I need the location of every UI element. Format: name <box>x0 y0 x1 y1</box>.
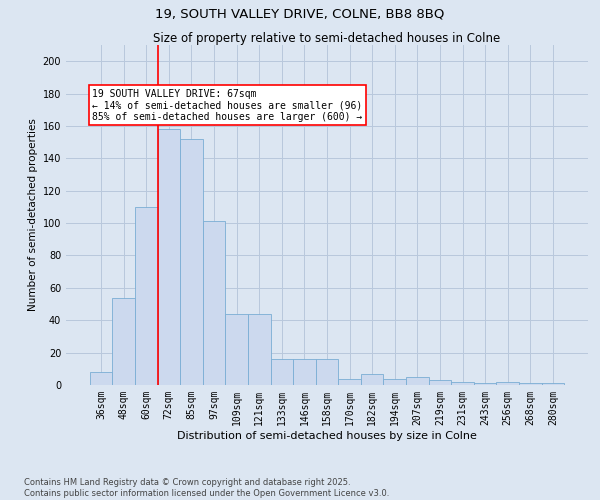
Bar <box>451 382 474 385</box>
Bar <box>203 222 226 385</box>
Bar <box>519 384 542 385</box>
Bar <box>112 298 135 385</box>
Bar <box>271 359 293 385</box>
Bar <box>293 359 316 385</box>
Text: 19, SOUTH VALLEY DRIVE, COLNE, BB8 8BQ: 19, SOUTH VALLEY DRIVE, COLNE, BB8 8BQ <box>155 8 445 20</box>
Bar <box>180 139 203 385</box>
Bar <box>383 378 406 385</box>
Bar <box>158 129 180 385</box>
Bar <box>90 372 112 385</box>
Bar <box>361 374 383 385</box>
Bar <box>542 384 564 385</box>
Text: 19 SOUTH VALLEY DRIVE: 67sqm
← 14% of semi-detached houses are smaller (96)
85% : 19 SOUTH VALLEY DRIVE: 67sqm ← 14% of se… <box>92 88 362 122</box>
Bar <box>474 384 496 385</box>
X-axis label: Distribution of semi-detached houses by size in Colne: Distribution of semi-detached houses by … <box>177 430 477 440</box>
Bar <box>135 207 158 385</box>
Bar <box>428 380 451 385</box>
Y-axis label: Number of semi-detached properties: Number of semi-detached properties <box>28 118 38 312</box>
Text: Contains HM Land Registry data © Crown copyright and database right 2025.
Contai: Contains HM Land Registry data © Crown c… <box>24 478 389 498</box>
Bar <box>496 382 519 385</box>
Bar <box>316 359 338 385</box>
Bar <box>248 314 271 385</box>
Title: Size of property relative to semi-detached houses in Colne: Size of property relative to semi-detach… <box>154 32 500 45</box>
Bar <box>406 377 428 385</box>
Bar <box>338 378 361 385</box>
Bar <box>226 314 248 385</box>
